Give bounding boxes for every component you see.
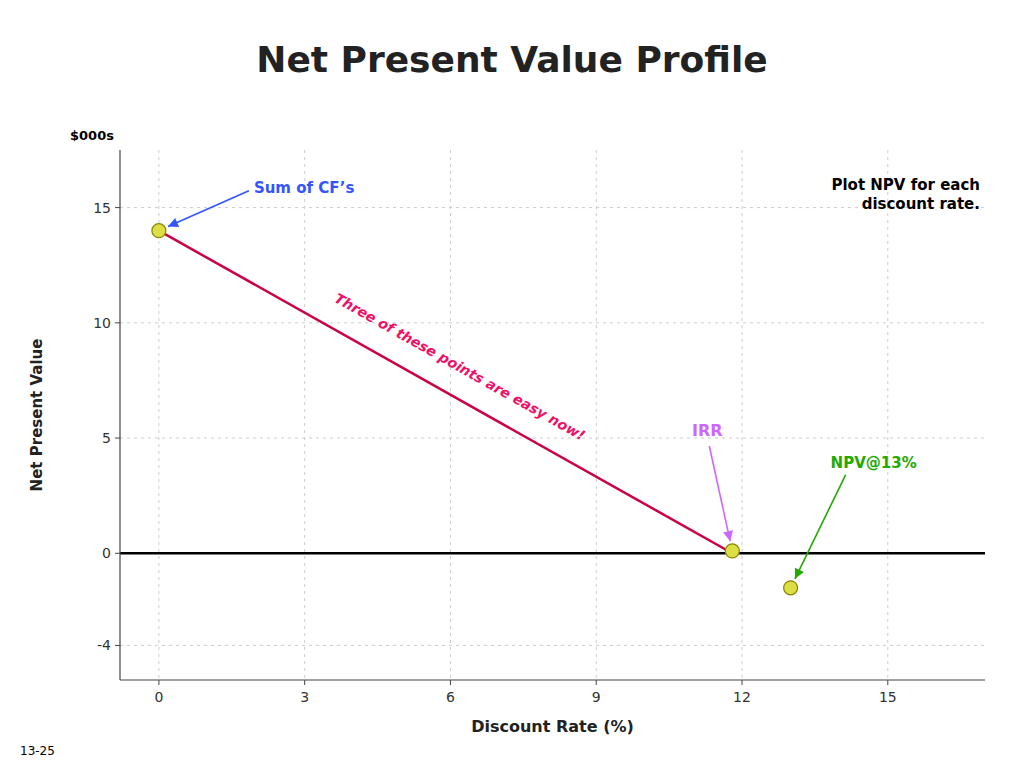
x-axis-line (120, 679, 985, 680)
y-tick-label: 0 (102, 545, 111, 561)
annotation: $000s (70, 128, 114, 143)
x-tick (742, 680, 743, 685)
y-tick (115, 207, 120, 208)
annotation-arrow (168, 191, 249, 227)
x-axis-label: Discount Rate (%) (471, 717, 634, 736)
grid-line-y (120, 645, 985, 646)
annotation-arrowhead (723, 530, 733, 541)
annotation: NPV@13% (831, 454, 917, 472)
grid-line-x (450, 150, 451, 680)
x-tick (887, 680, 888, 685)
annotation-arrow (795, 475, 846, 579)
grid (120, 150, 985, 680)
annotation: Three of these points are easy now! (332, 290, 588, 444)
annotation: 13-25 (20, 744, 55, 758)
y-tick (115, 322, 120, 323)
chart: Net Present Value Profile -4 0 5 10 15 0 3 6 9 12 1… (0, 0, 1024, 768)
y-tick-label: -4 (97, 637, 111, 653)
grid-line-y (120, 322, 985, 323)
x-tick (304, 680, 305, 685)
x-tick-label: 9 (592, 689, 601, 705)
grid-line-x (887, 150, 888, 680)
annotation-arrowhead (168, 218, 179, 227)
grid-line-x (304, 150, 305, 680)
annotation-line: Plot NPV for each (831, 176, 980, 194)
x-tick-label: 3 (300, 689, 309, 705)
x-tick-label: 6 (446, 689, 455, 705)
y-axis-label: Net Present Value (28, 339, 46, 492)
point (784, 581, 798, 595)
point (725, 544, 739, 558)
grid-line-y (120, 438, 985, 439)
annotation: Plot NPV for eachdiscount rate. (831, 176, 980, 213)
title: Net Present Value Profile (256, 39, 767, 80)
grid-line-y (120, 207, 985, 208)
annotations: Sum of CF’s IRR NPV@13% Three of these poin… (20, 128, 980, 758)
x-tick-label: 12 (733, 689, 751, 705)
annotation: Sum of CF’s (254, 179, 355, 197)
y-tick-label: 15 (93, 200, 111, 216)
annotation-line: discount rate. (862, 195, 980, 213)
y-tick-label: 5 (102, 430, 111, 446)
x-tick (596, 680, 597, 685)
x-tick (450, 680, 451, 685)
point (152, 224, 166, 238)
grid-line-x (596, 150, 597, 680)
y-axis-line (119, 150, 120, 680)
grid-line-x (742, 150, 743, 680)
x-tick (158, 680, 159, 685)
annotation-arrowhead (795, 568, 804, 579)
y-tick (115, 553, 120, 554)
y-tick (115, 645, 120, 646)
x-tick-label: 15 (879, 689, 897, 705)
data (152, 224, 798, 595)
npv-line (159, 231, 732, 554)
annotation-arrow (709, 446, 730, 541)
zero-line (120, 552, 985, 555)
y-tick (115, 438, 120, 439)
y-tick-label: 10 (93, 315, 111, 331)
x-tick-label: 0 (154, 689, 163, 705)
annotation: IRR (692, 421, 723, 440)
